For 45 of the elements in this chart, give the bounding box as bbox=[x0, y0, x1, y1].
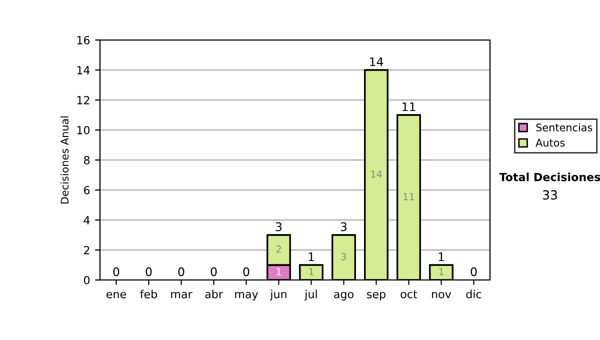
total-label: 0 bbox=[243, 267, 250, 276]
y-axis-title: Decisiones Anual bbox=[60, 116, 69, 204]
x-tick-label: may bbox=[235, 292, 258, 300]
y-tick-label: 6 bbox=[84, 186, 90, 194]
total-label: 3 bbox=[276, 222, 282, 232]
total-label: 3 bbox=[340, 222, 347, 232]
x-tick-label: feb bbox=[140, 290, 158, 298]
x-tick-label: jun bbox=[270, 290, 286, 300]
y-tick-label: 14 bbox=[77, 66, 90, 74]
data-label: 1 bbox=[309, 268, 314, 276]
y-tick-label: 0 bbox=[84, 276, 90, 284]
data-label: 1 bbox=[439, 268, 444, 276]
x-tick-label: dic bbox=[466, 290, 482, 298]
y-tick-label: 8 bbox=[84, 156, 90, 164]
total-label: 14 bbox=[370, 57, 384, 66]
y-tick-label: 10 bbox=[77, 126, 90, 134]
x-tick-label: abr bbox=[205, 290, 223, 298]
y-tick-label: 12 bbox=[77, 96, 90, 104]
x-tick-label: nov bbox=[432, 292, 452, 298]
data-label: 1 bbox=[276, 268, 281, 276]
data-label: 2 bbox=[276, 245, 281, 253]
x-tick-label: mar bbox=[171, 292, 192, 298]
total-label: 0 bbox=[470, 267, 477, 276]
data-label: 3 bbox=[341, 252, 346, 260]
total-label: 0 bbox=[146, 267, 152, 276]
total-label: 0 bbox=[210, 267, 217, 276]
x-tick-label: ago bbox=[334, 292, 354, 300]
total-label: 0 bbox=[178, 267, 184, 276]
text: Total Decisiones bbox=[499, 172, 600, 182]
x-tick-label: jul bbox=[304, 290, 317, 300]
y-tick-label: 16 bbox=[77, 36, 90, 44]
x-tick-label: sep bbox=[367, 292, 386, 300]
data-label: 11 bbox=[404, 193, 414, 200]
data-label: 14 bbox=[371, 170, 382, 178]
total-label: 1 bbox=[438, 252, 444, 262]
text: 33 bbox=[543, 190, 557, 200]
legend-label: Autos bbox=[536, 138, 565, 147]
total-label: 1 bbox=[308, 252, 314, 262]
total-label: 11 bbox=[402, 102, 416, 112]
legend-label: Sentencias bbox=[536, 123, 592, 132]
total-label: 0 bbox=[113, 267, 120, 276]
x-tick-label: ene bbox=[106, 292, 126, 298]
y-tick-label: 4 bbox=[84, 216, 90, 224]
y-tick-label: 2 bbox=[84, 246, 90, 254]
x-tick-label: oct bbox=[400, 290, 418, 298]
